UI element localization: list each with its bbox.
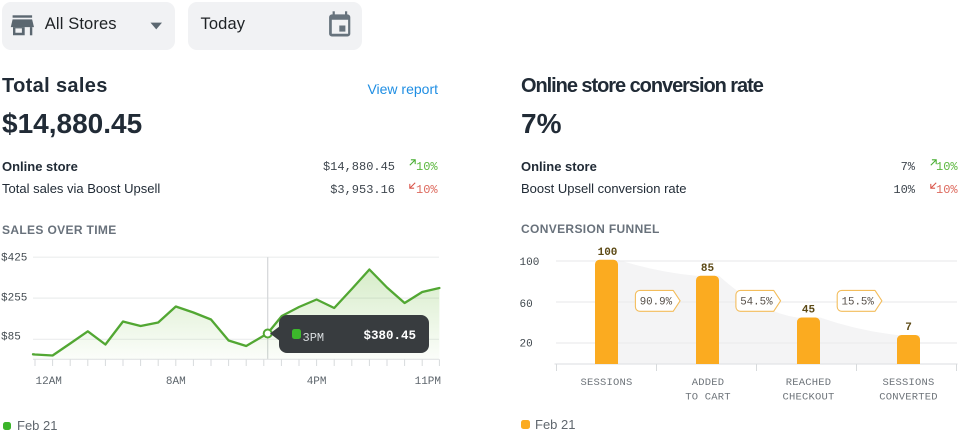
svg-text:ADDED: ADDED [692,377,725,389]
svg-text:SESSIONS: SESSIONS [882,377,934,389]
svg-text:CHECKOUT: CHECKOUT [782,392,834,404]
svg-text:$425: $425 [1,253,27,265]
svg-text:15.5%: 15.5% [841,297,874,309]
svg-text:4PM: 4PM [307,376,327,388]
svg-text:8AM: 8AM [166,376,186,388]
svg-text:20: 20 [520,339,533,351]
svg-text:REACHED: REACHED [786,377,832,389]
svg-text:11PM: 11PM [415,376,441,388]
svg-text:54.5%: 54.5% [740,297,773,309]
svg-text:100: 100 [520,257,540,269]
svg-text:$255: $255 [1,293,27,305]
svg-text:$85: $85 [1,332,21,344]
svg-text:100: 100 [598,247,618,259]
svg-text:7: 7 [905,322,912,334]
svg-text:TO CART: TO CART [685,392,731,404]
svg-text:60: 60 [520,299,533,311]
svg-text:90.9%: 90.9% [640,297,673,309]
svg-text:SESSIONS: SESSIONS [580,377,632,389]
svg-text:12AM: 12AM [36,376,62,388]
svg-text:45: 45 [802,305,816,317]
svg-text:85: 85 [701,263,715,275]
svg-text:CONVERTED: CONVERTED [879,392,938,404]
